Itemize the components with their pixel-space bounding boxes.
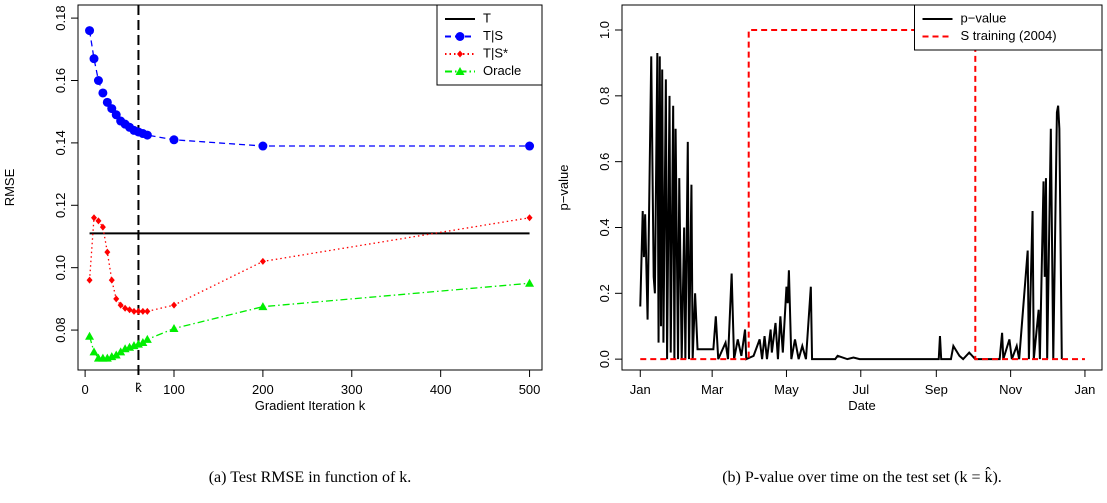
series-line xyxy=(88,282,530,359)
marker xyxy=(126,306,133,314)
y-tick-label: 0.14 xyxy=(53,130,68,155)
marker xyxy=(107,104,117,114)
marker xyxy=(169,135,179,145)
marker xyxy=(86,276,93,284)
x-tick-label: 500 xyxy=(519,382,541,397)
marker xyxy=(144,307,151,315)
y-tick-label: 0.4 xyxy=(597,218,612,236)
legend-label: Oracle xyxy=(483,63,521,78)
legend-label: S training (2004) xyxy=(961,28,1057,43)
marker xyxy=(85,331,95,340)
marker xyxy=(89,347,99,356)
y-tick-label: 0.8 xyxy=(597,87,612,105)
marker xyxy=(102,97,112,107)
caption: (a) Test RMSE in function of k. xyxy=(209,469,412,486)
x-axis-label: Date xyxy=(848,398,875,413)
marker xyxy=(95,217,102,225)
y-tick-label: 0.12 xyxy=(53,193,68,218)
marker xyxy=(171,301,177,309)
legend-box xyxy=(914,4,1103,51)
marker xyxy=(526,214,533,222)
x-tick-label: 300 xyxy=(341,382,363,397)
legend-label: T xyxy=(483,10,491,25)
x-tick-label: 100 xyxy=(163,382,185,397)
x-tick-label: Sep xyxy=(925,382,948,397)
y-tick-label: 0.6 xyxy=(597,153,612,171)
y-tick-label: 0.08 xyxy=(53,317,68,342)
marker xyxy=(85,26,95,36)
marker xyxy=(89,54,99,64)
x-tick-label: May xyxy=(774,382,799,397)
x-tick-label: Jan xyxy=(1074,382,1095,397)
marker xyxy=(93,75,103,85)
x-tick-label: 200 xyxy=(252,382,274,397)
caption: (b) P-value over time on the test set (k… xyxy=(722,466,1002,486)
marker xyxy=(111,350,121,359)
marker xyxy=(142,130,152,140)
plot-frame xyxy=(77,4,543,371)
marker xyxy=(525,141,535,151)
marker xyxy=(91,214,97,222)
marker xyxy=(258,141,268,151)
y-tick-label: 0.16 xyxy=(53,68,68,93)
legend-label: T|S xyxy=(483,28,503,43)
series-line xyxy=(640,29,1085,361)
legend-label: T|S* xyxy=(483,45,508,60)
y-axis-label: RMSE xyxy=(2,168,17,206)
marker xyxy=(108,276,115,284)
y-axis-label: p−value xyxy=(556,165,571,211)
series-line xyxy=(88,216,530,312)
marker xyxy=(99,223,106,231)
y-tick-label: 0.0 xyxy=(597,350,612,368)
marker xyxy=(116,347,126,356)
x-tick-label: Jan xyxy=(630,382,651,397)
marker xyxy=(104,248,111,256)
marker xyxy=(135,307,142,315)
y-tick-label: 0.18 xyxy=(53,5,68,30)
marker xyxy=(258,302,268,311)
y-tick-label: 1.0 xyxy=(597,21,612,39)
marker xyxy=(117,301,124,309)
marker xyxy=(142,334,152,343)
marker xyxy=(455,32,465,41)
series-line xyxy=(639,53,1063,361)
marker xyxy=(113,295,120,303)
marker xyxy=(122,304,129,312)
x-tick-label: 0 xyxy=(81,382,88,397)
annotation-label: k̂ xyxy=(135,380,142,395)
marker xyxy=(138,338,148,347)
marker xyxy=(455,67,465,75)
marker xyxy=(457,50,463,58)
x-axis-label: Gradient Iteration k xyxy=(255,398,366,413)
legend-label: p−value xyxy=(961,10,1007,25)
marker xyxy=(259,257,266,265)
x-tick-label: 400 xyxy=(430,382,452,397)
marker xyxy=(131,307,137,315)
marker xyxy=(139,307,146,315)
x-tick-label: Jul xyxy=(852,382,869,397)
plot-frame xyxy=(621,4,1103,371)
x-tick-label: Mar xyxy=(701,382,724,397)
x-tick-label: Nov xyxy=(999,382,1023,397)
y-tick-label: 0.10 xyxy=(53,255,68,280)
marker xyxy=(98,88,108,98)
marker xyxy=(525,278,535,287)
y-tick-label: 0.2 xyxy=(597,284,612,302)
marker xyxy=(169,324,179,333)
marker xyxy=(111,110,121,120)
